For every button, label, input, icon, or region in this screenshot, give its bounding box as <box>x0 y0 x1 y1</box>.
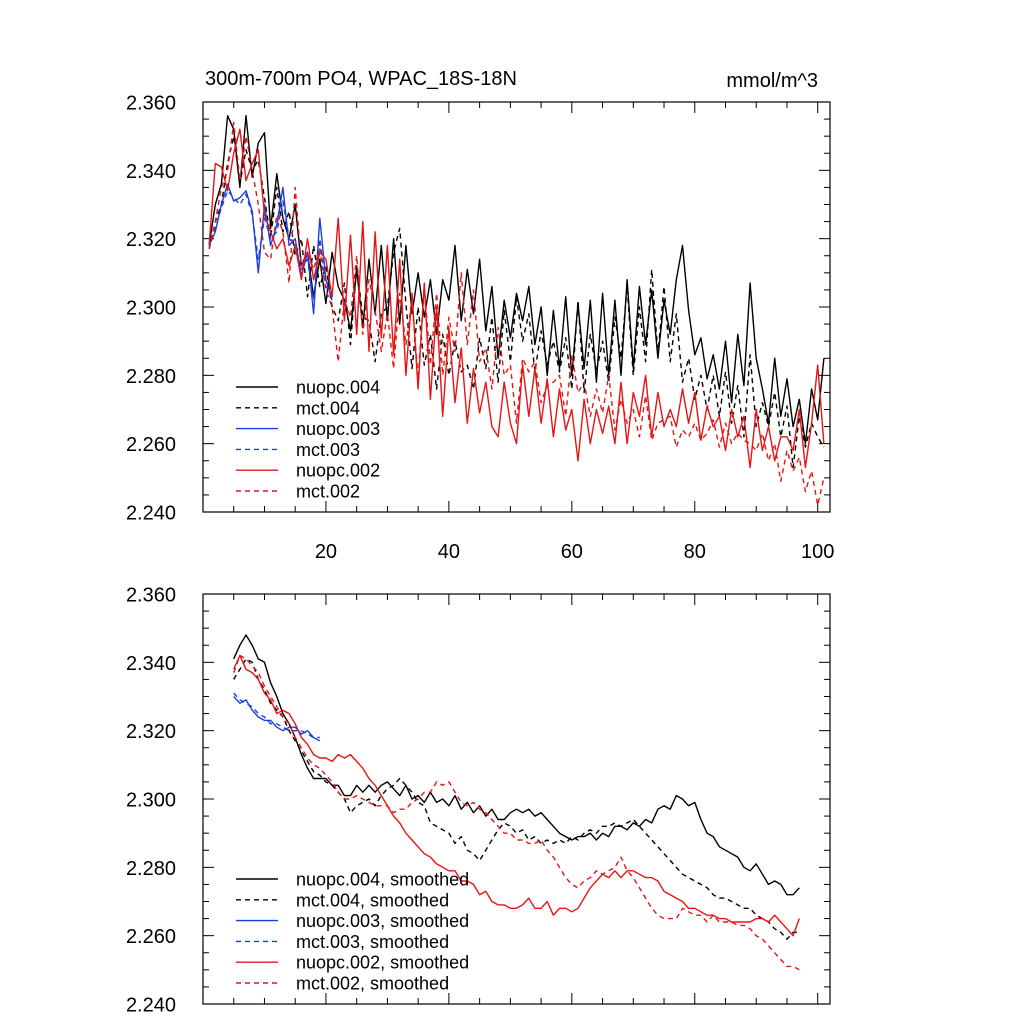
y-tick-label: 2.360 <box>126 585 176 607</box>
y-tick-label: 2.340 <box>126 653 176 675</box>
y-tick-label: 2.260 <box>126 434 176 456</box>
y-tick-label: 2.240 <box>126 995 176 1017</box>
series-line-nuopc-003 <box>208 183 333 315</box>
legend-label: mct.002, smoothed <box>296 974 449 994</box>
chart-units: mmol/m^3 <box>726 70 818 92</box>
y-tick-label: 2.300 <box>126 790 176 812</box>
y-tick-label: 2.320 <box>126 721 176 743</box>
series-line-nuopc-002 <box>208 128 825 469</box>
x-tick-label: 20 <box>315 541 337 563</box>
series-line-mct-003-smoothed <box>233 692 320 739</box>
top-panel: 2.240 2.260 2.280 2.300 2.320 2.340 2.360 20 40 6… <box>126 93 834 564</box>
bottom-panel: 2.240 2.260 2.280 2.300 2.320 2.340 2.360 nuopc… <box>126 585 831 1017</box>
legend-label: nuopc.002, smoothed <box>296 953 469 973</box>
legend-label: nuopc.003 <box>296 419 380 439</box>
legend-label: mct.003 <box>296 440 360 460</box>
x-tick-label: 60 <box>561 541 583 563</box>
y-tick-label: 2.320 <box>126 229 176 251</box>
series-line-mct-002-smoothed <box>233 654 800 971</box>
y-tick-label: 2.260 <box>126 926 176 948</box>
series-line-mct-003 <box>208 190 333 301</box>
legend-label: mct.002 <box>296 482 360 502</box>
x-tick-label: 80 <box>684 541 706 563</box>
legend-label: nuopc.004, smoothed <box>296 870 469 890</box>
series-line-nuopc-003-smoothed <box>233 696 321 742</box>
y-tick-label: 2.240 <box>126 503 176 525</box>
series-line-mct-004-smoothed <box>233 658 800 940</box>
y-tick-label: 2.280 <box>126 858 176 880</box>
x-tick-label: 40 <box>438 541 460 563</box>
series-line-nuopc-002-smoothed <box>233 654 800 937</box>
series-line-mct-002 <box>208 121 825 506</box>
bottom-plot-frame <box>202 593 831 1005</box>
legend-label: mct.004, smoothed <box>296 890 449 910</box>
legend-label: mct.004 <box>296 398 360 418</box>
y-tick-label: 2.340 <box>126 161 176 183</box>
series-line-nuopc-004 <box>208 114 825 445</box>
legend-label: nuopc.002 <box>296 461 380 481</box>
chart-title: 300m-700m PO4, WPAC_18S-18N <box>205 68 517 90</box>
y-tick-label: 2.300 <box>126 298 176 320</box>
legend-label: mct.003, smoothed <box>296 932 449 952</box>
y-tick-label: 2.360 <box>126 93 176 115</box>
x-tick-label: 100 <box>801 541 834 563</box>
series-line-nuopc-004-smoothed <box>233 634 800 896</box>
legend-label: nuopc.004 <box>296 378 380 398</box>
top-legend: nuopc.004mct.004nuopc.003mct.003nuopc.00… <box>236 378 380 502</box>
top-plot-frame <box>202 101 831 513</box>
y-tick-label: 2.280 <box>126 366 176 388</box>
legend-label: nuopc.003, smoothed <box>296 911 469 931</box>
